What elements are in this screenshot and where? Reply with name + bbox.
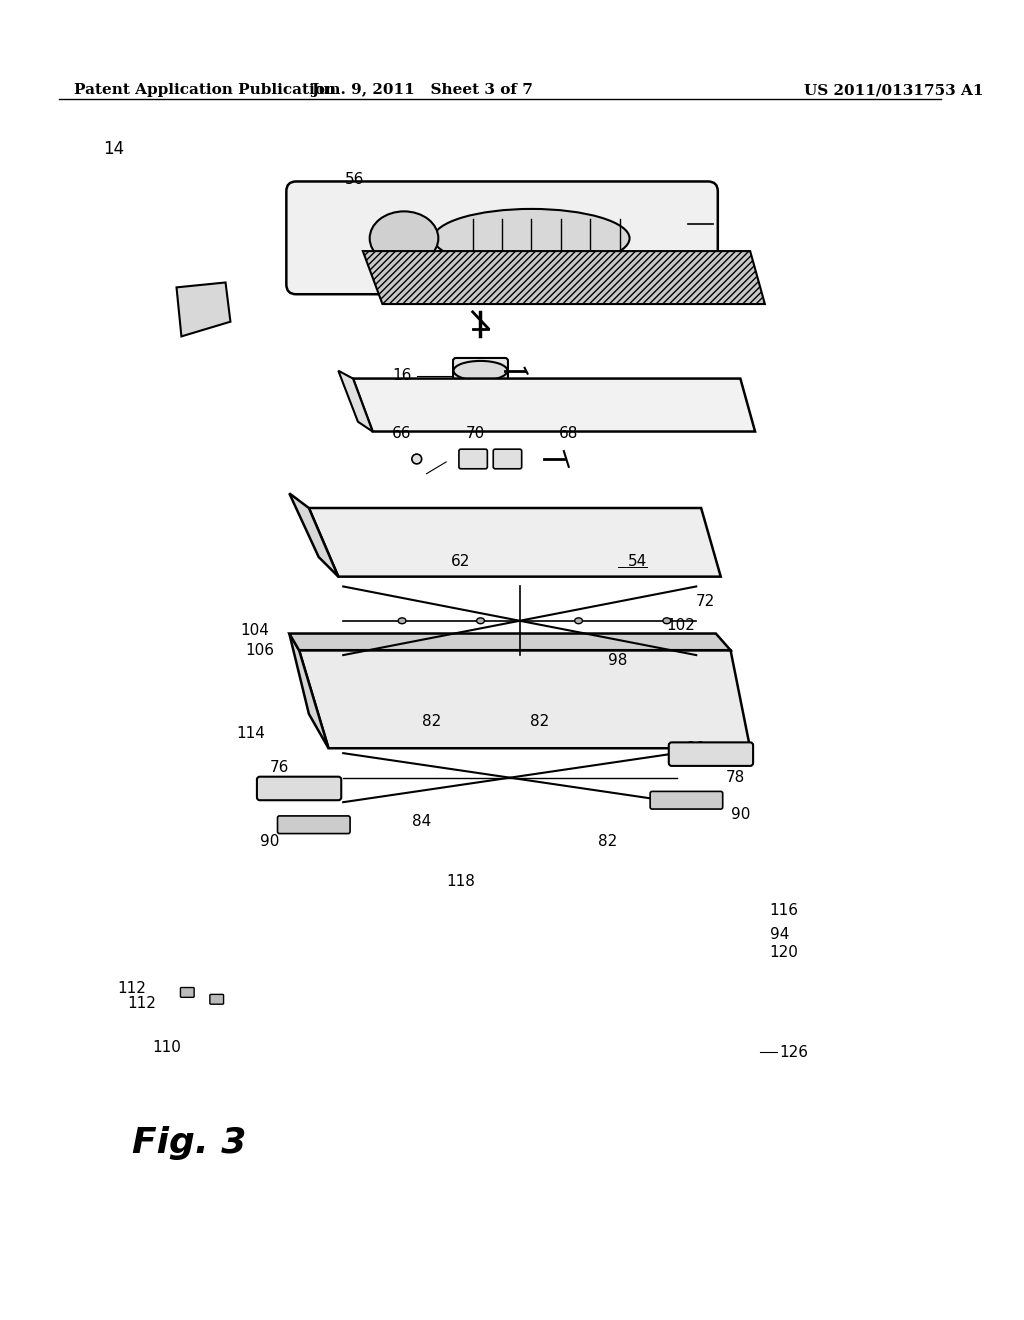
FancyBboxPatch shape [287,181,718,294]
Text: 110: 110 [152,1040,181,1055]
Text: 104: 104 [241,623,269,638]
Text: 106: 106 [246,643,274,657]
Text: 78: 78 [726,770,744,785]
Ellipse shape [476,618,484,624]
FancyBboxPatch shape [494,449,521,469]
Text: 102: 102 [667,618,695,634]
Text: 118: 118 [446,874,475,888]
FancyBboxPatch shape [669,742,753,766]
Text: Jun. 9, 2011   Sheet 3 of 7: Jun. 9, 2011 Sheet 3 of 7 [310,83,532,98]
Text: 56: 56 [345,173,365,187]
Ellipse shape [461,392,510,414]
Ellipse shape [574,618,583,624]
Text: 82: 82 [529,714,549,729]
Polygon shape [353,379,755,432]
Text: 94: 94 [770,927,790,942]
Text: Fig. 3: Fig. 3 [132,1126,247,1160]
Text: 112: 112 [127,995,157,1011]
Ellipse shape [663,618,671,624]
Text: 82: 82 [422,714,441,729]
Text: 116: 116 [770,903,799,917]
Text: 126: 126 [779,1044,809,1060]
Text: 72: 72 [696,594,716,609]
Text: Patent Application Publication: Patent Application Publication [74,83,336,98]
Ellipse shape [433,209,630,268]
Text: 90: 90 [260,834,280,849]
FancyBboxPatch shape [459,449,487,469]
Polygon shape [362,251,765,304]
Text: 82: 82 [598,834,617,849]
Ellipse shape [454,360,508,380]
Ellipse shape [370,211,438,265]
Text: 62: 62 [452,554,471,569]
Ellipse shape [398,618,406,624]
Text: 16: 16 [392,368,412,383]
FancyBboxPatch shape [210,994,223,1005]
Polygon shape [289,634,730,651]
Text: 98: 98 [608,652,628,668]
Text: 112: 112 [118,981,146,997]
Polygon shape [289,634,329,748]
Text: 120: 120 [770,945,799,960]
Text: US 2011/0131753 A1: US 2011/0131753 A1 [804,83,984,98]
Polygon shape [176,282,230,337]
Text: 68: 68 [559,426,579,441]
Text: 76: 76 [270,760,289,775]
Text: 66: 66 [392,426,412,441]
Ellipse shape [412,454,422,463]
Polygon shape [338,371,373,432]
FancyBboxPatch shape [180,987,195,998]
Polygon shape [299,651,751,748]
Polygon shape [309,508,721,577]
Polygon shape [289,494,338,577]
Text: 70: 70 [466,426,485,441]
FancyBboxPatch shape [650,792,723,809]
Text: 90: 90 [730,808,750,822]
FancyBboxPatch shape [453,358,508,399]
Text: 114: 114 [236,726,265,741]
FancyBboxPatch shape [278,816,350,833]
Text: 80: 80 [686,741,706,756]
FancyBboxPatch shape [257,776,341,800]
Text: 14: 14 [103,140,124,158]
Text: 84: 84 [412,814,431,829]
Text: 54: 54 [628,554,647,569]
